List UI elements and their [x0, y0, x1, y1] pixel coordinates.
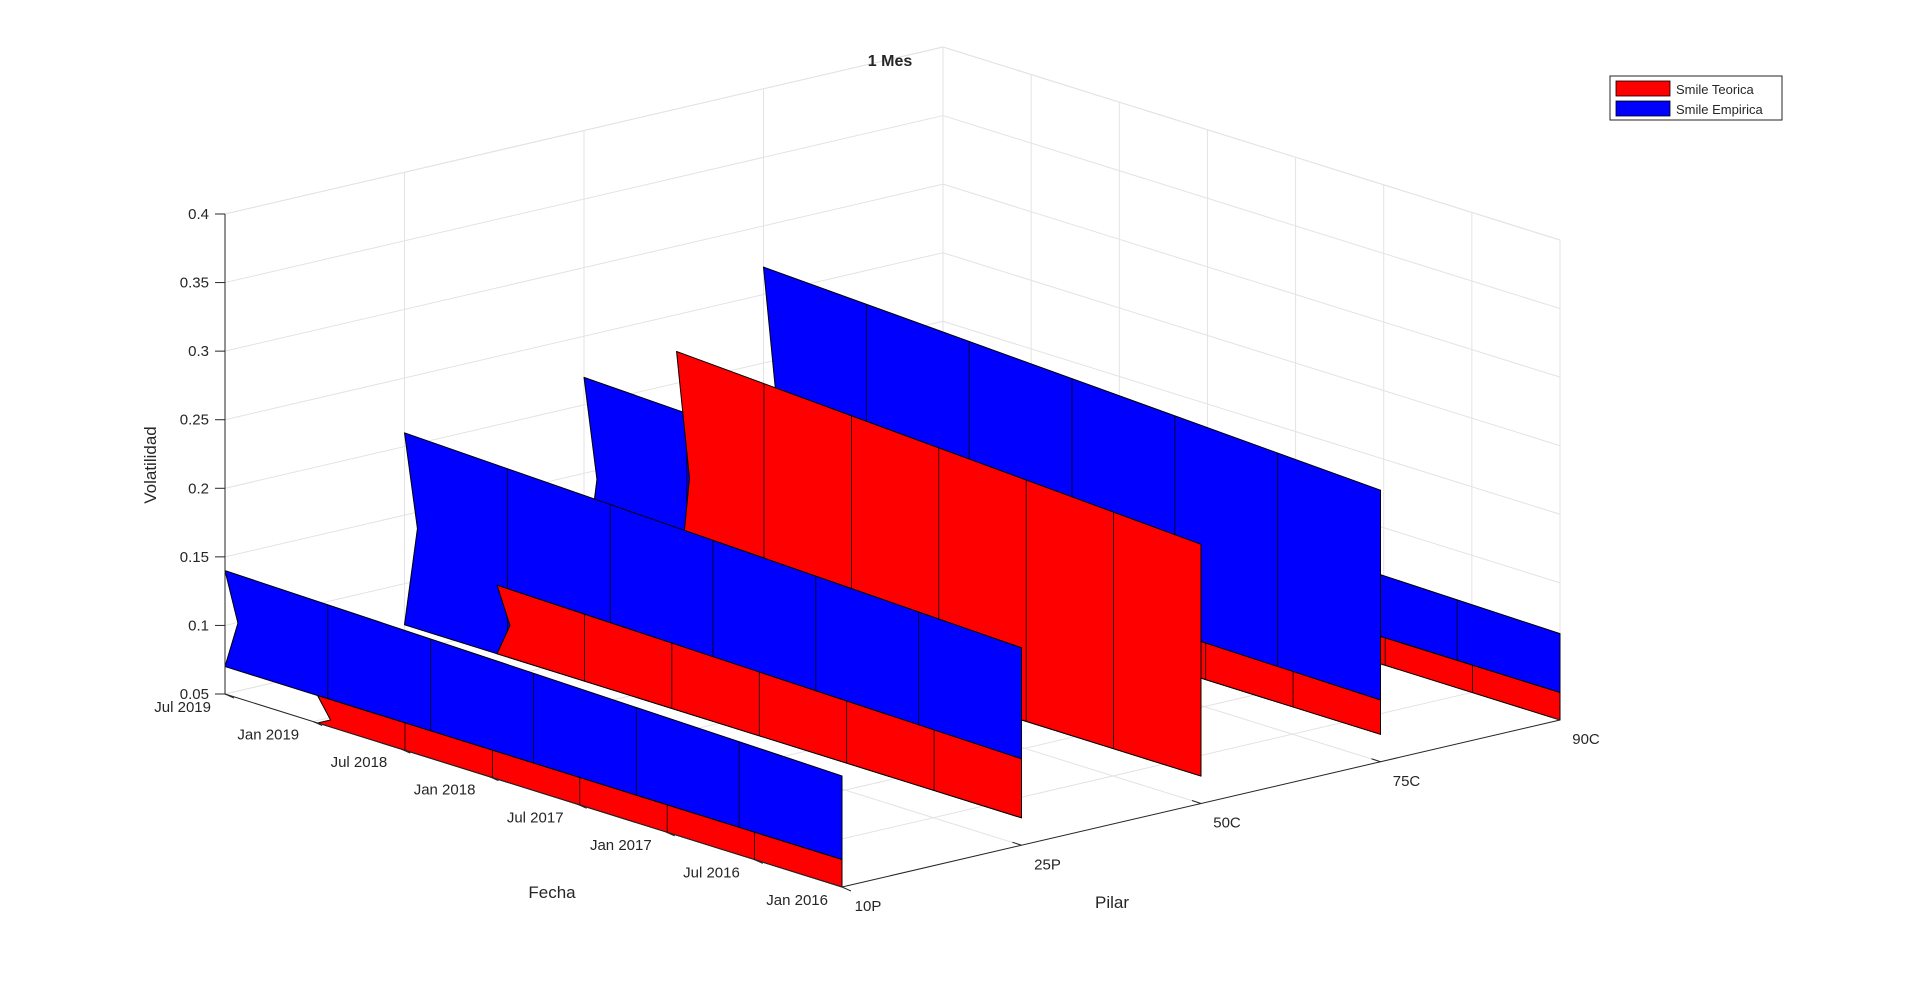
- z-tick-label: 0.35: [180, 275, 209, 292]
- legend-label-teorica: Smile Teorica: [1676, 82, 1755, 97]
- x-tick-label: 90C: [1572, 731, 1600, 748]
- y-tick-mark: [489, 776, 499, 782]
- z-tick-label: 0.2: [188, 480, 209, 497]
- grid-line: [942, 46, 1561, 241]
- chart-title: 1 Mes: [868, 53, 913, 70]
- x-tick-label: 10P: [855, 898, 882, 915]
- grid-line: [224, 46, 944, 215]
- x-tick-mark: [1012, 841, 1022, 846]
- legend-label-empirica: Smile Empirica: [1676, 102, 1763, 117]
- grid-line: [942, 183, 1561, 378]
- z-tick-label: 0.05: [180, 686, 209, 703]
- y-tick-label: Jan 2018: [414, 782, 476, 799]
- y-axis-label: Fecha: [528, 883, 576, 902]
- z-tick-label: 0.1: [188, 617, 209, 634]
- axes: 0.05 0.1 0.15 0.2 0.25 0.3 0.35 0.4 Jan 2016 Jul …: [154, 206, 1600, 915]
- y-tick-mark: [753, 858, 764, 864]
- surface-plot: [224, 266, 1561, 888]
- x-tick-mark: [1191, 800, 1202, 804]
- x-tick-mark: [1371, 758, 1381, 763]
- y-tick-label: Jul 2016: [683, 864, 740, 881]
- z-tick-label: 0.3: [188, 343, 209, 360]
- y-tick-mark: [401, 748, 411, 754]
- grid-line: [942, 320, 1561, 515]
- z-tick-label: 0.25: [180, 412, 209, 429]
- y-tick-mark: [312, 721, 323, 727]
- y-tick-mark: [665, 831, 675, 837]
- y-tick-mark: [841, 886, 852, 892]
- grid-line: [942, 252, 1561, 447]
- legend-swatch-empirica: [1615, 100, 1671, 117]
- legend: Smile Teorica Smile Empirica: [1609, 75, 1783, 121]
- grid-line: [942, 115, 1561, 310]
- y-tick-label: Jan 2016: [766, 892, 828, 909]
- x-tick-mark: [1550, 716, 1561, 721]
- y-tick-label: Jul 2017: [507, 809, 564, 826]
- z-tick-label: 0.4: [188, 206, 209, 223]
- y-tick-label: Jan 2017: [590, 837, 652, 854]
- y-tick-label: Jan 2019: [237, 727, 299, 744]
- x-tick-label: 50C: [1213, 815, 1241, 832]
- x-tick-label: 75C: [1393, 773, 1421, 790]
- legend-swatch-teorica: [1615, 80, 1671, 97]
- x-axis-label: Pilar: [1095, 893, 1129, 912]
- y-tick-mark: [224, 693, 235, 699]
- x-tick-label: 25P: [1034, 856, 1061, 873]
- y-axis-line: [224, 693, 843, 888]
- y-tick-mark: [577, 803, 587, 809]
- x-tick-mark: [832, 883, 843, 888]
- y-tick-label: Jul 2019: [154, 699, 211, 716]
- z-tick-label: 0.15: [180, 549, 209, 566]
- y-tick-label: Jul 2018: [331, 754, 388, 771]
- z-axis-label: Volatilidad: [141, 426, 160, 504]
